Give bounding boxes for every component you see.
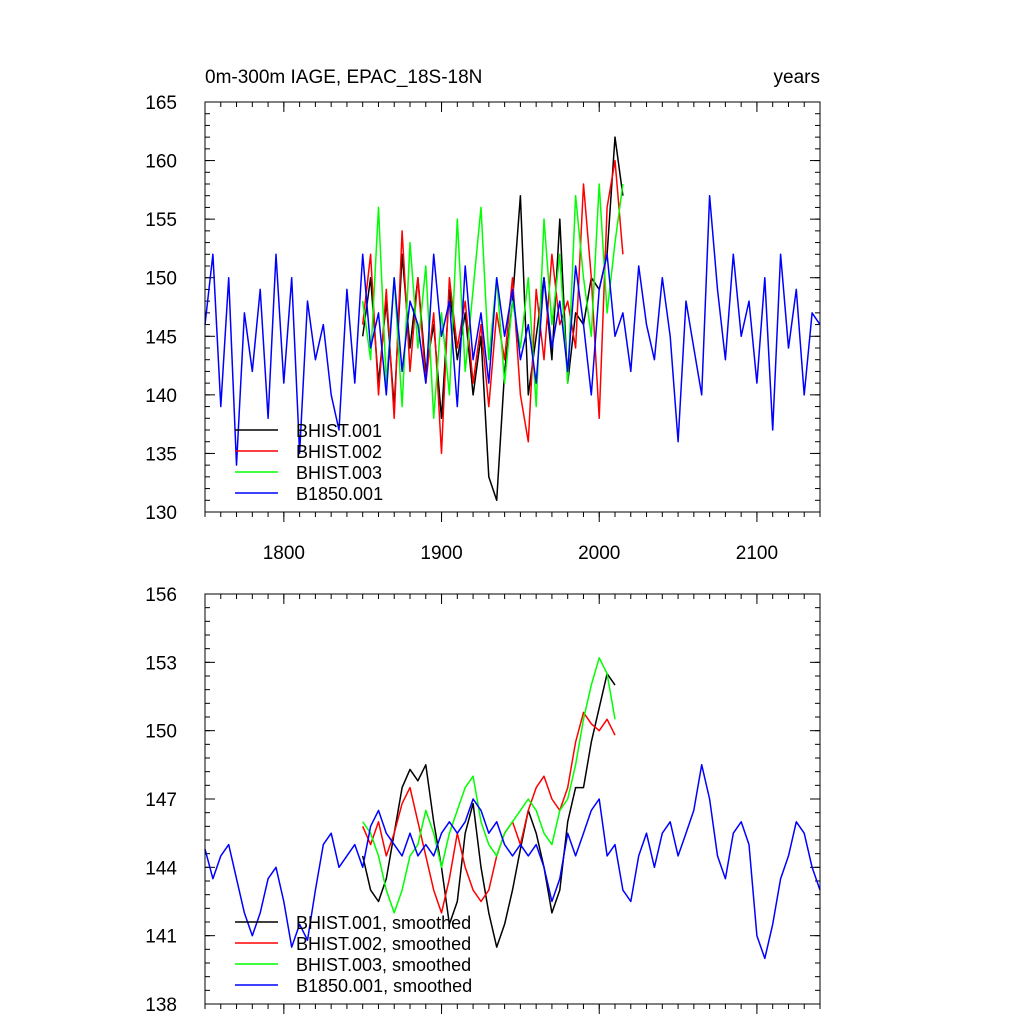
chart-title: 0m-300m IAGE, EPAC_18S-18N — [205, 67, 482, 88]
top-series-lines — [204, 136, 821, 502]
top-series-line-4 — [204, 194, 821, 466]
top-ytick-label: 165 — [145, 93, 177, 114]
top-ytick-label: 150 — [145, 269, 177, 290]
bottom-axes: 138 141 144 147 150 153 156 — [145, 585, 821, 1016]
top-ytick-label: 135 — [145, 444, 177, 465]
units-label: years — [774, 67, 820, 88]
bottom-series-line-1 — [361, 672, 616, 948]
top-xtick-label: 2100 — [736, 543, 778, 564]
bottom-panel: 138 141 144 147 150 153 156 BHIST.001, smoothe… — [145, 585, 821, 1016]
top-ytick-label: 140 — [145, 386, 177, 407]
top-ytick-label: 130 — [145, 503, 177, 524]
top-axes: 130 135 140 145 150 155 160 165 1800 1900 2000 2100 — [145, 93, 821, 564]
top-plot-frame — [204, 101, 821, 513]
bottom-series-line-3 — [362, 657, 616, 914]
top-ytick-label: 155 — [145, 210, 177, 231]
top-ytick-label: 145 — [145, 327, 177, 348]
top-series-line-3 — [361, 183, 624, 420]
bottom-ytick-label: 156 — [145, 585, 177, 606]
bottom-ytick-label: 147 — [145, 790, 177, 811]
top-xtick-label: 1800 — [263, 543, 305, 564]
bottom-ytick-label: 153 — [145, 653, 177, 674]
bottom-plot-frame — [204, 593, 821, 1005]
top-xtick-label: 2000 — [578, 543, 620, 564]
bottom-series-line-4 — [204, 764, 821, 960]
bottom-ytick-label: 138 — [145, 995, 177, 1016]
bottom-legend-label-1: BHIST.001, smoothed — [296, 913, 471, 933]
bottom-series-lines — [204, 657, 821, 960]
top-series-line-2 — [361, 159, 624, 455]
top-xtick-label: 1900 — [420, 543, 462, 564]
bottom-series-line-2 — [362, 711, 616, 914]
bottom-ytick-label: 150 — [145, 722, 177, 743]
bottom-legend-label-2: BHIST.002, smoothed — [296, 934, 471, 954]
top-panel: 0m-300m IAGE, EPAC_18S-18N years 1301351… — [145, 67, 821, 564]
top-legend-label-1: BHIST.001 — [296, 421, 382, 441]
bottom-ytick-label: 141 — [145, 927, 177, 948]
top-ytick-label: 160 — [145, 152, 177, 173]
top-legend-label-2: BHIST.002 — [296, 442, 382, 462]
top-legend-label-3: BHIST.003 — [296, 463, 382, 483]
bottom-legend-label-4: B1850.001, smoothed — [296, 976, 472, 996]
bottom-ytick-label: 144 — [145, 858, 177, 879]
bottom-legend-label-3: BHIST.003, smoothed — [296, 955, 471, 975]
top-legend-label-4: B1850.001 — [296, 484, 383, 504]
